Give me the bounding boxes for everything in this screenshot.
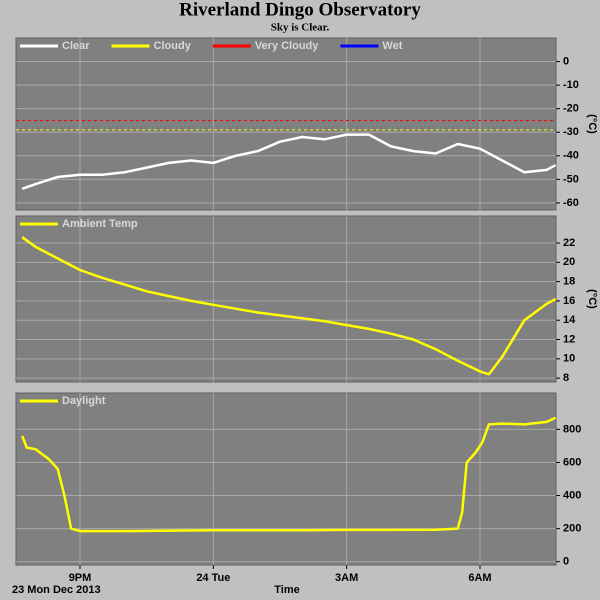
y-tick-label: 10 [563, 353, 575, 365]
panel [15, 37, 557, 211]
y-tick-label: 0 [563, 556, 569, 568]
x-tick-label: 6AM [468, 572, 491, 584]
subtitle: Sky is Clear. [271, 22, 330, 34]
legend-label: Daylight [62, 395, 106, 407]
title: Riverland Dingo Observatory [179, 0, 421, 20]
y-tick-label: 0 [563, 55, 569, 67]
legend-label: Cloudy [154, 40, 192, 52]
y-tick-label: 600 [563, 456, 581, 468]
panel [15, 392, 557, 566]
data-line [21, 236, 557, 376]
y-tick-label: -40 [563, 150, 579, 162]
x-tick-label: 3AM [335, 572, 358, 584]
y-tick-label: 12 [563, 333, 575, 345]
y-tick-label: -10 [563, 79, 579, 91]
data-line [21, 416, 557, 533]
y-tick-label: -60 [563, 197, 579, 209]
legend-label: Ambient Temp [62, 218, 138, 230]
y-axis-label: (°C) [586, 114, 598, 134]
y-axis-label: (°C) [586, 289, 598, 309]
x-tick-label: 24 Tue [196, 572, 230, 584]
y-tick-label: 22 [563, 237, 575, 249]
y-tick-label: 400 [563, 489, 581, 501]
y-tick-label: -20 [563, 103, 579, 115]
y-tick-label: -30 [563, 126, 579, 138]
y-tick-label: 16 [563, 295, 575, 307]
y-tick-label: 18 [563, 276, 575, 288]
y-tick-label: -50 [563, 173, 579, 185]
date-label: 23 Mon Dec 2013 [12, 584, 101, 596]
x-axis-label: Time [274, 584, 299, 596]
y-tick-label: 800 [563, 423, 581, 435]
y-tick-label: 14 [563, 314, 576, 326]
y-tick-label: 8 [563, 372, 569, 384]
legend-label: Clear [62, 40, 90, 52]
panel [15, 215, 557, 383]
y-tick-label: 20 [563, 256, 575, 268]
legend-label: Very Cloudy [255, 40, 319, 52]
y-tick-label: 200 [563, 523, 581, 535]
x-tick-label: 9PM [69, 572, 92, 584]
legend-label: Wet [382, 40, 402, 52]
data-line [21, 133, 557, 190]
